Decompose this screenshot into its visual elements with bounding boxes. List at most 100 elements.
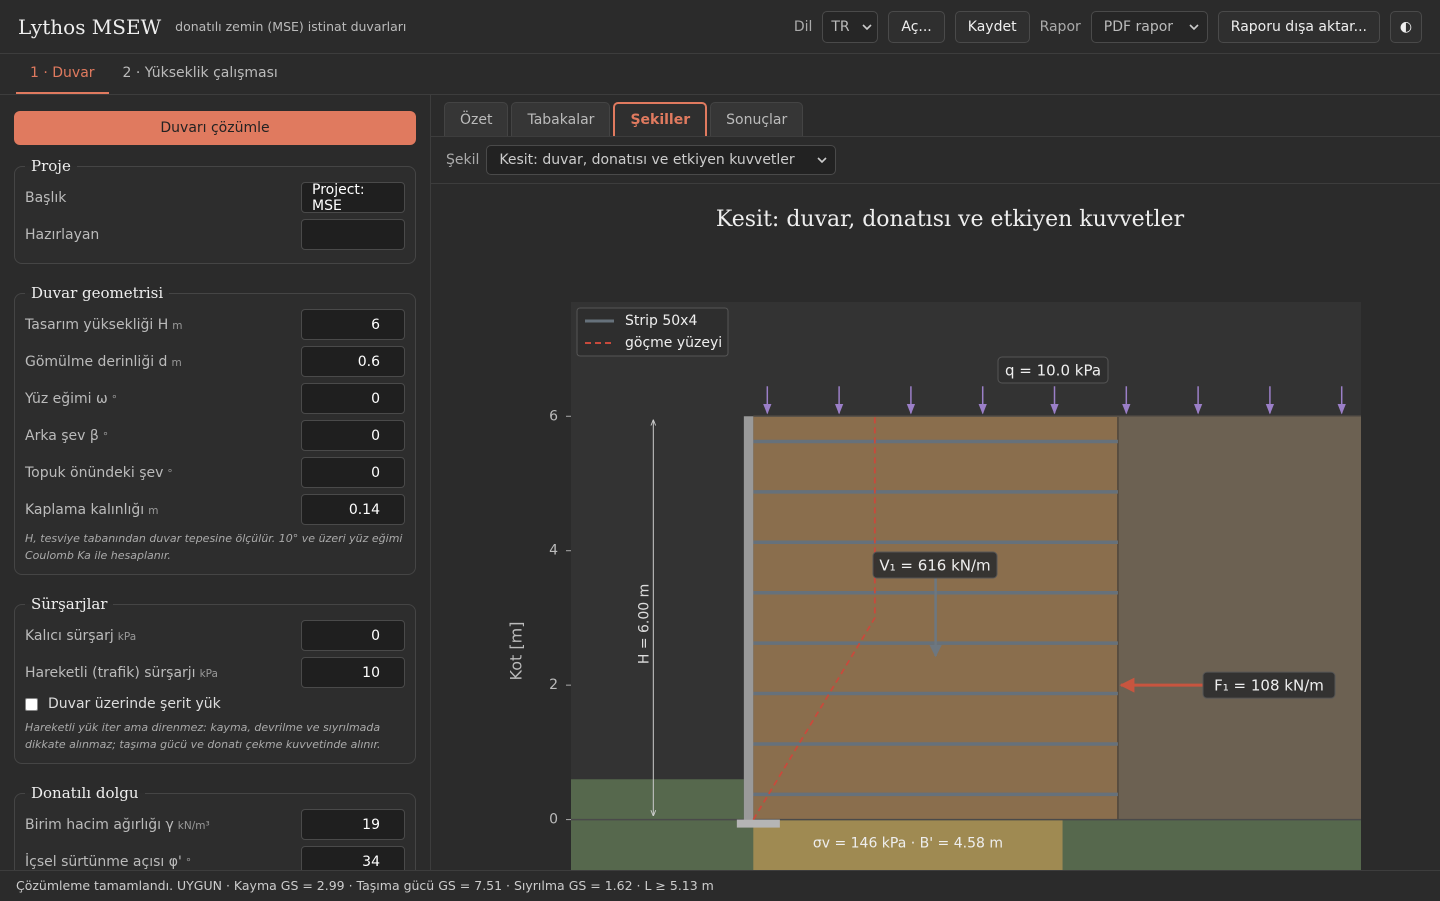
facing <box>743 416 754 820</box>
field-row: Başlık Project: MSE <box>25 179 405 216</box>
field-label: Topuk önündeki şev ° <box>25 465 173 481</box>
field-unit: m <box>172 319 183 332</box>
field-note: H, tesviye tabanından duvar tepesine ölç… <box>25 532 403 562</box>
field-label: Kalıcı sürşarj kPa <box>25 628 136 644</box>
open-button[interactable]: Aç... <box>888 10 945 43</box>
field-input[interactable] <box>301 219 405 250</box>
chevron <box>817 157 827 163</box>
header: Lythos MSEW donatılı zemin (MSE) istinat… <box>0 0 1440 54</box>
sub-tab[interactable]: Şekiller <box>613 102 708 136</box>
field-row: Hazırlayan <box>25 216 405 253</box>
y-tick-label: 2 <box>549 677 558 693</box>
report-select[interactable]: PDF rapor <box>1090 10 1208 43</box>
field-label: Hareketli (trafik) sürşarjı kPa <box>25 665 218 681</box>
height-label: H = 6.00 m <box>636 584 652 664</box>
field-input[interactable]: 0.14 <box>301 494 405 525</box>
field-label: Hazırlayan <box>25 227 99 243</box>
sub-tab[interactable]: Tabakalar <box>511 102 611 136</box>
field-label: İçsel sürtünme açısı φ' ° <box>25 854 191 870</box>
field-input[interactable]: 10 <box>301 657 405 688</box>
report-value: PDF rapor <box>1103 18 1174 35</box>
surcharge-label-box <box>997 356 1109 384</box>
save-button[interactable]: Kaydet <box>954 10 1030 43</box>
annotations: H = 6.00 m q = 10.0 kPa V₁ = 616 kN/m F₁ = … <box>576 307 1336 852</box>
toolbar: Dil TR Aç... Kaydet Rapor PDF rapor Rapo… <box>793 10 1422 43</box>
field-value: 0 <box>371 627 380 644</box>
export-button[interactable]: Raporu dışa aktar... <box>1217 10 1380 43</box>
figure-select-value: Kesit: duvar, donatısı ve etkiyen kuvvet… <box>499 152 795 168</box>
field-row: Hareketli (trafik) sürşarjı kPa 10 <box>25 654 405 691</box>
vertical-force-label-box <box>872 551 998 579</box>
checkbox-row[interactable]: Duvar üzerinde şerit yük <box>25 691 405 717</box>
y-tick-label: 4 <box>549 543 558 559</box>
solve-button[interactable]: Duvarı çözümle <box>14 111 416 145</box>
field-input[interactable]: 0 <box>301 457 405 488</box>
field-row: Kaplama kalınlığı m 0.14 <box>25 491 405 528</box>
sub-tab[interactable]: Sonuçlar <box>710 102 804 136</box>
field-label-text: Arka şev β <box>25 427 99 444</box>
language-select[interactable]: TR <box>822 10 879 43</box>
field-row: İçsel sürtünme açısı φ' ° 34 <box>25 843 405 870</box>
field-input[interactable]: 0 <box>301 420 405 451</box>
bearing-zone <box>753 819 1063 870</box>
figure-select-label: Şekil <box>446 152 480 168</box>
section: Donatılı dolgu Birim hacim ağırlığı γ kN/m… <box>14 784 416 870</box>
field-label: Başlık <box>25 190 66 206</box>
section: Proje Başlık Project: MSE Hazırlayan <box>14 157 416 264</box>
field-label: Arka şev β ° <box>25 428 108 444</box>
y-tick-label: 0 <box>549 812 558 828</box>
field-row: Topuk önündeki şev ° 0 <box>25 454 405 491</box>
field-label-text: Yüz eğimi ω <box>25 390 108 407</box>
checkbox[interactable] <box>25 697 38 711</box>
field-row: Kalıcı sürşarj kPa 0 <box>25 617 405 654</box>
field-value: 6 <box>371 316 380 333</box>
figure-select[interactable]: Kesit: duvar, donatısı ve etkiyen kuvvet… <box>486 145 837 175</box>
field-value: 34 <box>362 853 380 870</box>
field-unit: ° <box>102 430 109 443</box>
field-unit: m <box>148 504 159 517</box>
chevron <box>862 23 872 30</box>
field-unit: m <box>171 356 182 369</box>
field-label-text: Topuk önündeki şev <box>25 464 164 481</box>
status-bar: Çözümleme tamamlandı. UYGUN · Kayma GS =… <box>0 870 1440 900</box>
theme-button[interactable]: ◐ <box>1390 10 1422 43</box>
bearing-label: σv = 146 kPa · B' = 4.58 m <box>813 836 1003 852</box>
legend-label: Strip 50x4 <box>625 313 697 329</box>
field-label-text: Kalıcı sürşarj <box>25 627 114 644</box>
field-value: Project: MSE <box>312 181 365 214</box>
sub-tab[interactable]: Özet <box>444 102 509 136</box>
field-input[interactable]: 6 <box>301 309 405 340</box>
field-input[interactable]: 34 <box>301 846 405 870</box>
report-label: Rapor <box>1039 18 1081 35</box>
field-row: Yüz eğimi ω ° 0 <box>25 380 405 417</box>
chevron <box>1189 23 1199 30</box>
main-tabs: 1 · Duvar 2 · Yükseklik çalışması <box>0 54 1440 95</box>
field-input[interactable]: 0 <box>301 383 405 414</box>
language-label: Dil <box>793 18 813 35</box>
field-label-text: Tasarım yüksekliği H <box>25 316 169 333</box>
field-label-text: Kaplama kalınlığı <box>25 501 145 518</box>
language-value: TR <box>831 18 850 35</box>
field-label-text: İçsel sürtünme açısı φ' <box>25 853 182 870</box>
section-title: Duvar geometrisi <box>31 284 164 302</box>
field-input[interactable]: 19 <box>301 809 405 840</box>
front-soil <box>571 779 744 820</box>
tab[interactable]: 2 · Yükseklik çalışması <box>122 65 278 81</box>
y-tick-label: 6 <box>549 408 558 424</box>
field-unit: kN/m³ <box>177 819 210 832</box>
section: Sürşarjlar Kalıcı sürşarj kPa 0 Hareketli (t… <box>14 595 416 764</box>
field-unit: ° <box>111 393 117 406</box>
surcharge-label: q = 10.0 kPa <box>1005 362 1101 380</box>
tab[interactable]: 1 · Duvar <box>16 54 109 94</box>
field-value: 19 <box>362 816 380 833</box>
field-input[interactable]: Project: MSE <box>301 181 405 214</box>
field-row: Birim hacim ağırlığı γ kN/m³ 19 <box>25 806 405 843</box>
field-label-text: Başlık <box>25 189 67 206</box>
field-unit: ° <box>167 467 173 480</box>
field-value: 0.6 <box>357 353 380 370</box>
field-input[interactable]: 0 <box>301 620 405 651</box>
field-input[interactable]: 0.6 <box>301 346 405 377</box>
horizontal-force-label: F₁ = 108 kN/m <box>1214 677 1324 695</box>
